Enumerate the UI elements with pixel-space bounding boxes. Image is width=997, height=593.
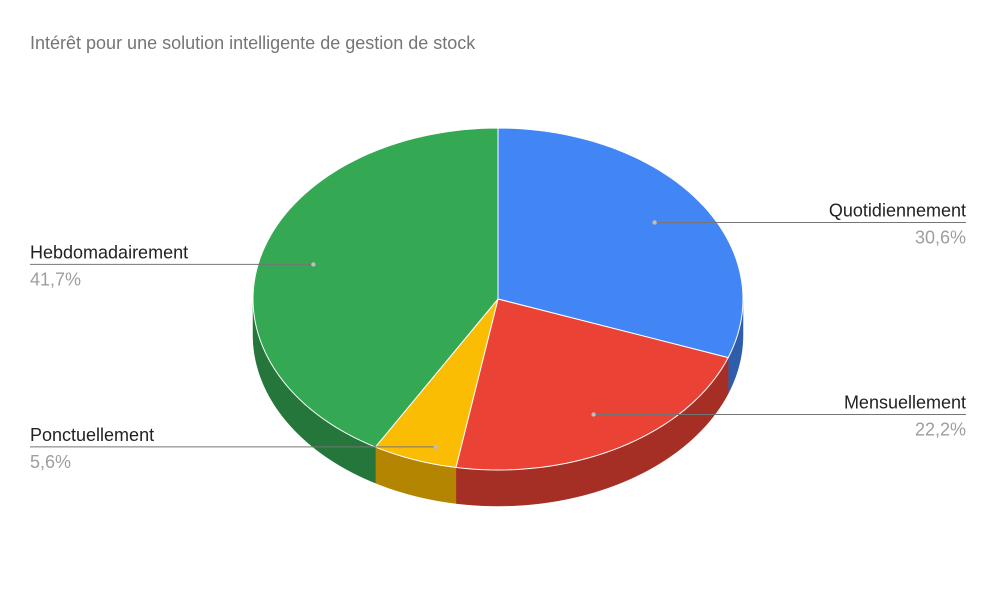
pie-slice-hebdomadairement[interactable] (252, 127, 499, 448)
leader-dot-mensuellement (591, 412, 596, 417)
slice-name-mensuellement: Mensuellement (844, 393, 966, 413)
slice-name-quotidiennement: Quotidiennement (829, 201, 966, 221)
slice-label-quotidiennement: Quotidiennement 30,6% (652, 201, 966, 248)
slice-value-quotidiennement: 30,6% (915, 228, 966, 248)
slice-label-ponctuellement: Ponctuellement 5,6% (30, 425, 439, 472)
slice-value-mensuellement: 22,2% (915, 420, 966, 440)
slice-name-ponctuellement: Ponctuellement (30, 425, 154, 445)
pie-top-faces (252, 127, 744, 471)
pie-slice-quotidiennement[interactable] (497, 127, 744, 359)
slice-name-hebdomadairement: Hebdomadairement (30, 242, 188, 262)
chart-title: Intérêt pour une solution intelligente d… (30, 33, 476, 53)
leader-dot-hebdomadairement (311, 262, 316, 267)
slice-value-ponctuellement: 5,6% (30, 452, 71, 472)
leader-dot-quotidiennement (652, 220, 657, 225)
slice-labels: Quotidiennement 30,6% Mensuellement 22,2% Po… (30, 201, 966, 472)
slice-value-hebdomadairement: 41,7% (30, 269, 81, 289)
pie-slice-ponctuellement[interactable] (374, 298, 499, 469)
slice-label-mensuellement: Mensuellement 22,2% (591, 393, 966, 440)
leader-dot-ponctuellement (433, 444, 439, 450)
slice-label-hebdomadairement: Hebdomadairement 41,7% (30, 242, 316, 289)
pie-slice-mensuellement[interactable] (455, 298, 729, 471)
